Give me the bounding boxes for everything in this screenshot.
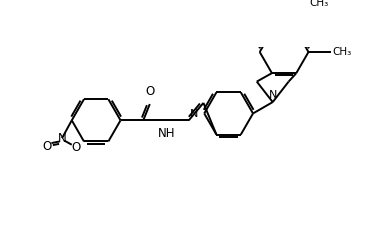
Text: N: N	[269, 90, 278, 100]
Text: CH₃: CH₃	[309, 0, 328, 8]
Text: N: N	[190, 109, 198, 119]
Text: O: O	[145, 85, 154, 98]
Text: CH₃: CH₃	[333, 47, 352, 57]
Text: N: N	[58, 132, 66, 145]
Text: NH: NH	[158, 127, 176, 140]
Text: O: O	[42, 140, 51, 153]
Text: O: O	[71, 141, 80, 154]
